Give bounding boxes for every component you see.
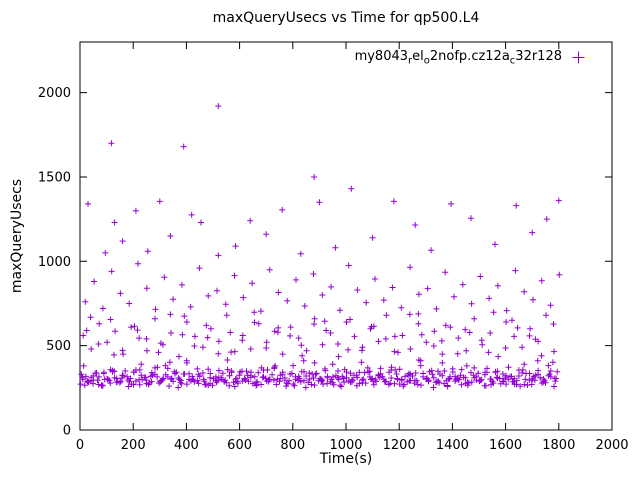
x-axis-label: Time(s) <box>319 451 373 467</box>
x-tick-label: 1400 <box>436 438 469 453</box>
data-points-layer <box>77 103 563 391</box>
x-tick-label: 200 <box>121 438 146 453</box>
x-tick-label: 400 <box>174 438 199 453</box>
x-tick-label: 2000 <box>595 438 628 453</box>
x-tick-label: 1000 <box>329 438 362 453</box>
legend-label-subscript: o <box>423 55 430 67</box>
legend: my8043relo2nofp.cz12ac32r128 <box>355 49 585 67</box>
x-tick-label: 1800 <box>542 438 575 453</box>
legend-label-subscript: c <box>509 55 516 67</box>
y-tick-label: 1000 <box>38 255 71 270</box>
chart-title: maxQueryUsecs vs Time for qp500.L4 <box>212 10 480 26</box>
y-tick-label: 500 <box>46 339 71 354</box>
x-tick-label: 1200 <box>383 438 416 453</box>
y-tick-label: 0 <box>63 424 71 439</box>
x-tick-label: 1600 <box>489 438 522 453</box>
legend-label: my8043relo2nofp.cz12ac32r128 <box>355 49 562 67</box>
legend-label-text: 32r128 <box>515 49 562 64</box>
x-tick-label: 0 <box>76 438 84 453</box>
y-tick-label: 1500 <box>38 170 71 185</box>
legend-marker-icon <box>572 51 585 64</box>
x-tick-label: 600 <box>227 438 252 453</box>
legend-label-subscript: r <box>408 55 413 67</box>
plot-border <box>79 41 613 431</box>
legend-label-text: 2nofp.cz12a <box>429 49 510 64</box>
y-tick-label: 2000 <box>38 86 71 101</box>
legend-marker-plus <box>572 51 585 64</box>
legend-label-text: el <box>412 49 424 64</box>
x-tick-label: 800 <box>280 438 305 453</box>
legend-label-text: my8043 <box>354 49 409 64</box>
